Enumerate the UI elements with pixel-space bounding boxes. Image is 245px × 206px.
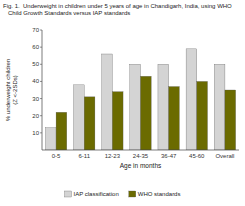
bars <box>45 49 235 150</box>
x-tick-label: 6-11 <box>78 153 90 159</box>
bar <box>74 85 85 150</box>
y-tick-label: 50 <box>32 61 39 67</box>
bar <box>141 76 152 150</box>
legend-label: WHO standards <box>138 191 181 197</box>
y-tick <box>40 47 42 48</box>
x-tick-label: 0-5 <box>52 153 61 159</box>
y-tick-label: 60 <box>32 44 39 50</box>
bar <box>84 97 95 150</box>
title-line: Fig. 1. Underweight in children under 5 … <box>3 3 232 9</box>
y-tick <box>40 64 42 65</box>
bar <box>186 49 197 150</box>
bar <box>197 81 208 150</box>
y-tick-label: 10 <box>32 130 39 136</box>
bar <box>102 54 113 150</box>
x-tick-label: 36-47 <box>161 153 177 159</box>
x-tick-label: 45-60 <box>189 153 205 159</box>
legend-label: IAP classification <box>74 191 119 197</box>
y-tick <box>40 115 42 116</box>
bar <box>45 128 56 150</box>
legend-swatch <box>129 191 136 197</box>
x-tick-label: 12-23 <box>105 153 121 159</box>
y-tick-label: 30 <box>32 96 39 102</box>
bar <box>214 64 225 150</box>
bar <box>169 87 180 150</box>
bar <box>130 64 141 150</box>
title: Fig. 1. Underweight in children under 5 … <box>3 3 232 16</box>
bar <box>225 90 236 150</box>
y-tick <box>40 81 42 82</box>
title-line: Child Growth Standards versus IAP standa… <box>3 10 130 16</box>
x-axis <box>42 150 239 151</box>
y-axis-label: % underweight children(Z <-2SDs) <box>5 59 18 121</box>
legend: IAP classification WHO standards <box>65 191 181 197</box>
y-tick-label: 40 <box>32 78 39 84</box>
chart: Fig. 1. Underweight in children under 5 … <box>0 0 245 206</box>
bar <box>112 92 123 150</box>
y-tick <box>40 132 42 133</box>
bar <box>158 64 169 150</box>
y-tick <box>40 98 42 99</box>
y-axis-label-line: (Z <-2SDs) <box>12 75 18 105</box>
legend-swatch <box>65 191 72 197</box>
y-tick <box>40 30 42 31</box>
x-tick-label: Overall <box>215 153 234 159</box>
y-axis-label-line: % underweight children <box>5 59 11 121</box>
x-tick-label: 24-35 <box>133 153 149 159</box>
y-tick-label: 20 <box>32 113 39 119</box>
y-tick-label: 70 <box>32 27 39 33</box>
bar <box>56 112 67 150</box>
y-axis <box>42 30 43 150</box>
x-axis-label: Age in months <box>120 162 162 170</box>
